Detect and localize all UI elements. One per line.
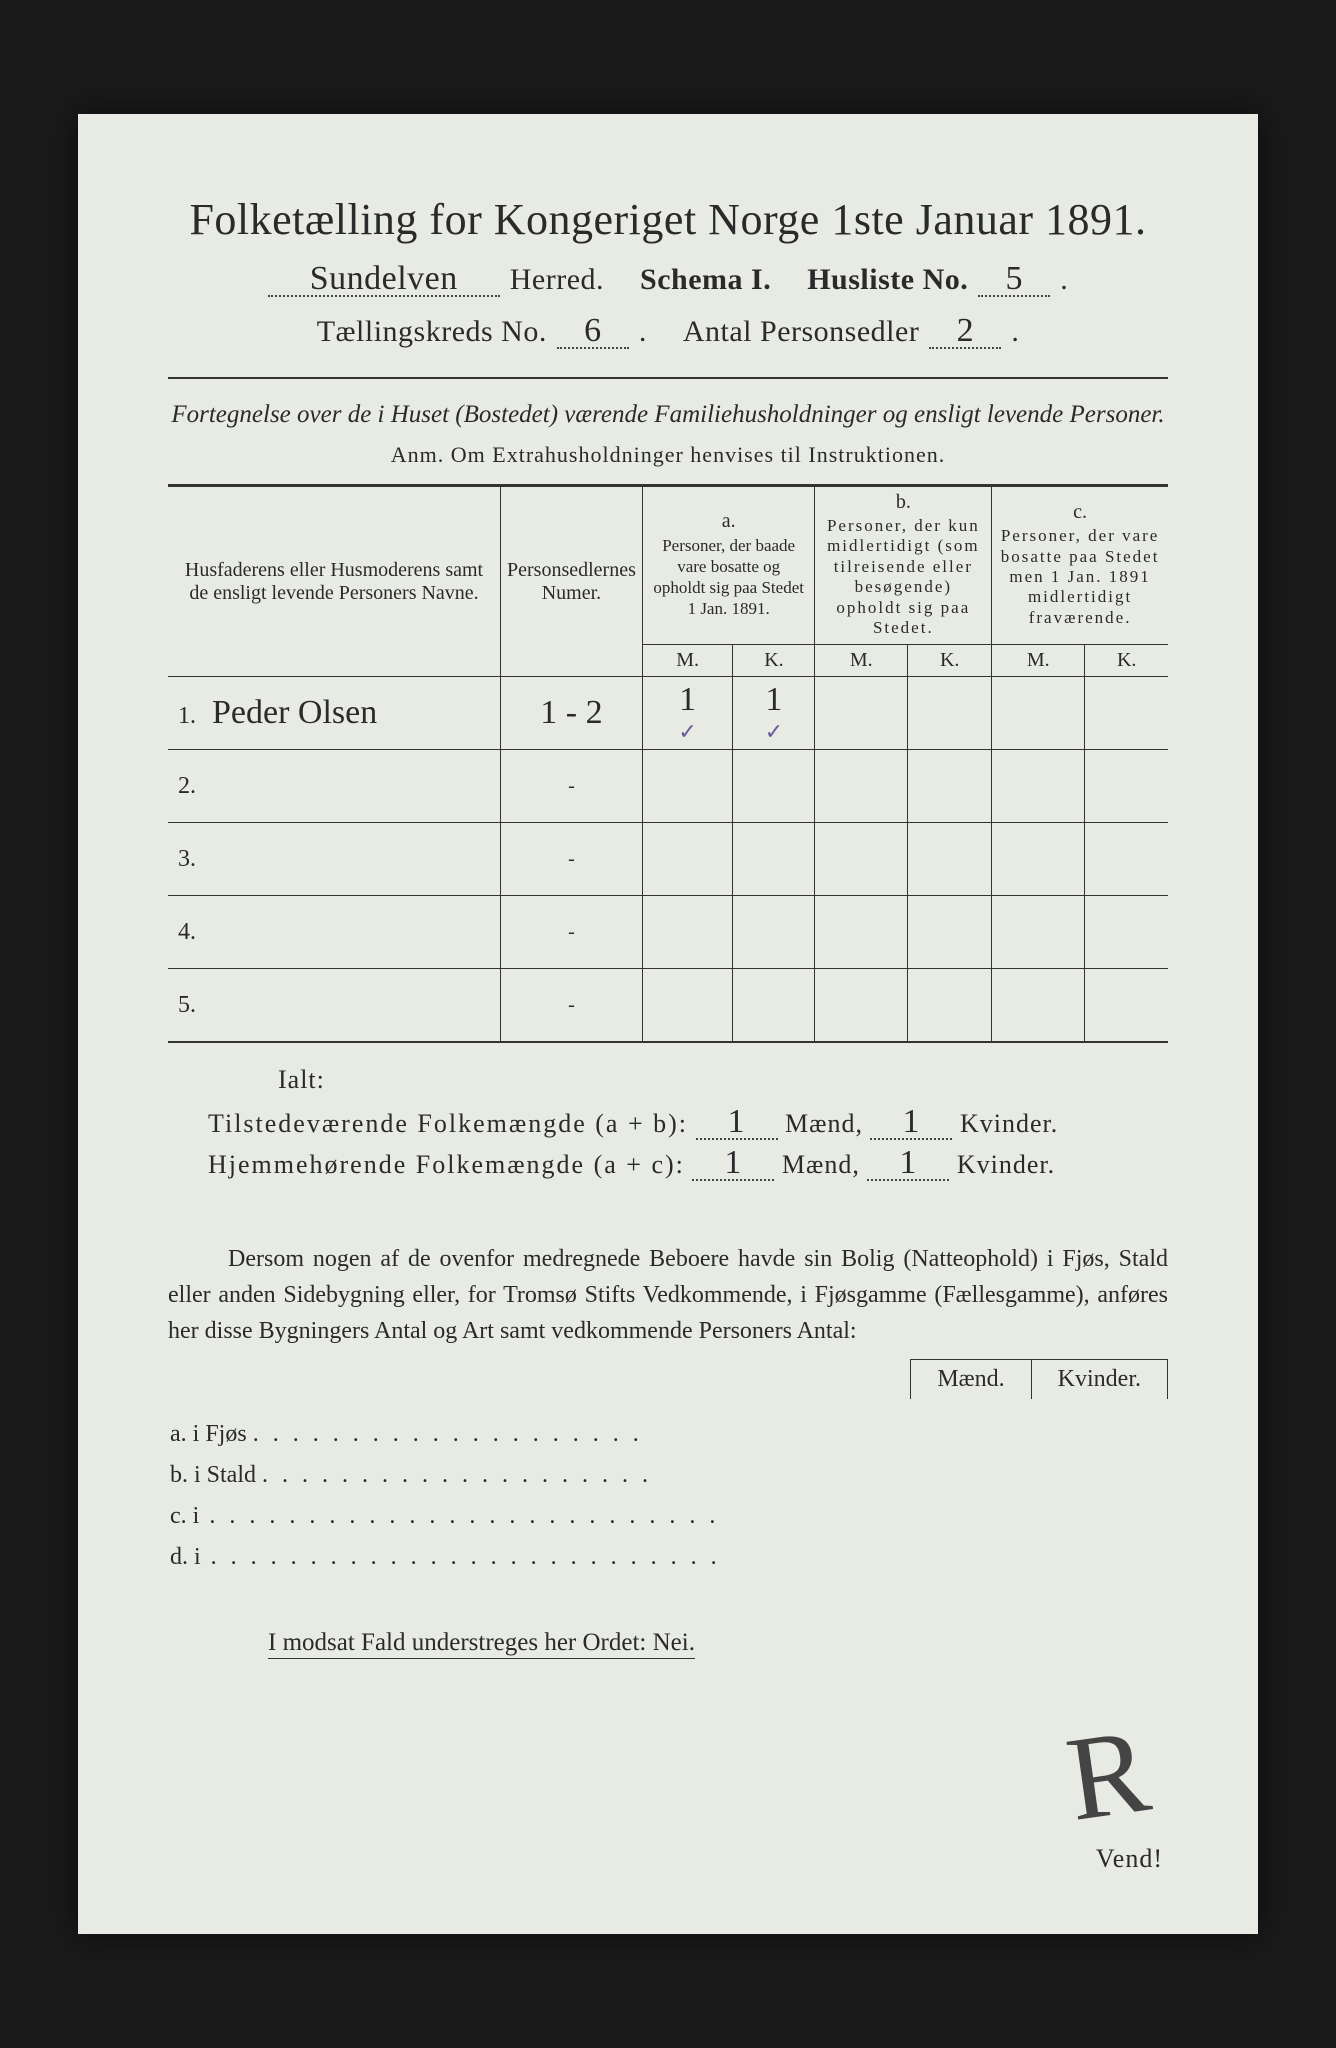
table-row: 3. - bbox=[168, 823, 1168, 896]
tick-icon: ✓ bbox=[765, 719, 783, 744]
col-names-header: Husfaderens eller Husmoderens samt de en… bbox=[168, 486, 501, 677]
tick-icon: ✓ bbox=[678, 719, 696, 744]
signature-mark: R bbox=[1059, 1701, 1157, 1849]
row-sedler: 1 - 2 bbox=[540, 694, 602, 731]
col-a-m: M. bbox=[642, 645, 733, 677]
row-b: b. i Stald bbox=[170, 1462, 256, 1488]
list-item: b. i Stald . . . . . . . . . . . . . . .… bbox=[170, 1456, 1166, 1495]
anm-note: Anm. Om Extrahusholdninger henvises til … bbox=[168, 442, 1168, 468]
table-row: 1. Peder Olsen 1 - 2 1✓ 1✓ bbox=[168, 677, 1168, 750]
row-d: d. i bbox=[170, 1544, 201, 1570]
building-paragraph: Dersom nogen af de ovenfor medregnede Be… bbox=[168, 1241, 1168, 1349]
page-title: Folketælling for Kongeriget Norge 1ste J… bbox=[168, 194, 1168, 245]
sum-home: Hjemmehørende Folkemængde (a + c): 1 Mæn… bbox=[208, 1148, 1168, 1181]
row-sedler: - bbox=[501, 750, 643, 823]
row-num: 1. bbox=[178, 703, 206, 730]
sum1-k: 1 bbox=[870, 1107, 952, 1140]
group-c-header: c. Personer, der vare bosatte paa Stedet… bbox=[992, 486, 1168, 645]
vend-label: Vend! bbox=[1096, 1844, 1163, 1874]
group-b-header: b. Personer, der kun midlertidigt (som t… bbox=[815, 486, 992, 645]
kreds-value: 6 bbox=[557, 316, 629, 349]
row-num: 2. bbox=[178, 773, 206, 800]
personsedler-value: 2 bbox=[929, 316, 1001, 349]
table-row: 2. - bbox=[168, 750, 1168, 823]
row-sedler: - bbox=[501, 969, 643, 1042]
sum2-label: Hjemmehørende Folkemængde (a + c): bbox=[208, 1150, 685, 1179]
herred-value: Sundelven bbox=[268, 264, 500, 297]
col-c-k: K. bbox=[1085, 645, 1168, 677]
row-a: a. i Fjøs bbox=[170, 1421, 247, 1447]
group-c-label: c. bbox=[998, 501, 1162, 524]
col-b-m: M. bbox=[815, 645, 908, 677]
maend-label: Mænd, bbox=[785, 1109, 863, 1138]
group-a-text: Personer, der baade vare bosatte og opho… bbox=[649, 533, 809, 622]
herred-label: Herred. bbox=[510, 263, 604, 297]
row-num: 5. bbox=[178, 992, 206, 1019]
table-bottom-rule bbox=[168, 1041, 1168, 1043]
kvinder-label: Kvinder. bbox=[957, 1150, 1055, 1179]
husliste-label: Husliste No. bbox=[807, 263, 968, 297]
row-num: 3. bbox=[178, 846, 206, 873]
group-a-label: a. bbox=[649, 510, 809, 533]
census-form-page: Folketælling for Kongeriget Norge 1ste J… bbox=[78, 114, 1258, 1934]
header-line-1: Sundelven Herred. Schema I. Husliste No.… bbox=[168, 263, 1168, 297]
col-c-m: M. bbox=[992, 645, 1085, 677]
sum2-k: 1 bbox=[867, 1148, 949, 1181]
buildings-table: a. i Fjøs . . . . . . . . . . . . . . . … bbox=[168, 1413, 1168, 1579]
col-sedler-header: Personsedlernes Numer. bbox=[501, 486, 643, 677]
divider bbox=[168, 377, 1168, 379]
kvinder-label: Kvinder. bbox=[960, 1109, 1058, 1138]
subtitle: Fortegnelse over de i Huset (Bostedet) v… bbox=[168, 397, 1168, 432]
header-line-2: Tællingskreds No. 6. Antal Personsedler … bbox=[168, 315, 1168, 349]
maend-label: Mænd, bbox=[782, 1150, 860, 1179]
list-item: d. i . . . . . . . . . . . . . . . . . .… bbox=[170, 1538, 1166, 1577]
group-a-header: a. Personer, der baade vare bosatte og o… bbox=[642, 486, 815, 645]
sum1-m: 1 bbox=[696, 1107, 778, 1140]
sum1-label: Tilstedeværende Folkemængde (a + b): bbox=[208, 1109, 688, 1138]
maend-col: Mænd. bbox=[910, 1359, 1030, 1399]
row-a-m: 1 bbox=[679, 681, 696, 718]
ialt-label: Ialt: bbox=[278, 1065, 1168, 1095]
husliste-value: 5 bbox=[978, 264, 1050, 297]
kvinder-col: Kvinder. bbox=[1031, 1359, 1168, 1399]
row-name: Peder Olsen bbox=[212, 694, 377, 731]
row-c: c. i bbox=[170, 1503, 199, 1529]
table-row: 5. - bbox=[168, 969, 1168, 1042]
list-item: a. i Fjøs . . . . . . . . . . . . . . . … bbox=[170, 1415, 1166, 1454]
col-b-k: K. bbox=[908, 645, 992, 677]
nei-line: I modsat Fald understreges her Ordet: Ne… bbox=[168, 1629, 1168, 1657]
schema-label: Schema I. bbox=[640, 263, 771, 297]
group-b-label: b. bbox=[821, 491, 985, 514]
row-num: 4. bbox=[178, 919, 206, 946]
sum2-m: 1 bbox=[692, 1148, 774, 1181]
col-a-k: K. bbox=[733, 645, 815, 677]
row-sedler: - bbox=[501, 896, 643, 969]
mk-header: Mænd. Kvinder. bbox=[168, 1359, 1168, 1399]
row-sedler: - bbox=[501, 823, 643, 896]
sum-present: Tilstedeværende Folkemængde (a + b): 1 M… bbox=[208, 1107, 1168, 1140]
group-b-text: Personer, der kun midlertidigt (som tilr… bbox=[821, 514, 985, 640]
group-c-text: Personer, der vare bosatte paa Stedet me… bbox=[998, 524, 1162, 630]
personsedler-label: Antal Personsedler bbox=[683, 315, 919, 349]
row-a-k: 1 bbox=[765, 681, 782, 718]
main-table: Husfaderens eller Husmoderens samt de en… bbox=[168, 484, 1168, 1041]
kreds-label: Tællingskreds No. bbox=[317, 315, 547, 349]
table-row: 4. - bbox=[168, 896, 1168, 969]
list-item: c. i . . . . . . . . . . . . . . . . . .… bbox=[170, 1497, 1166, 1536]
nei-text: I modsat Fald understreges her Ordet: Ne… bbox=[268, 1629, 695, 1659]
